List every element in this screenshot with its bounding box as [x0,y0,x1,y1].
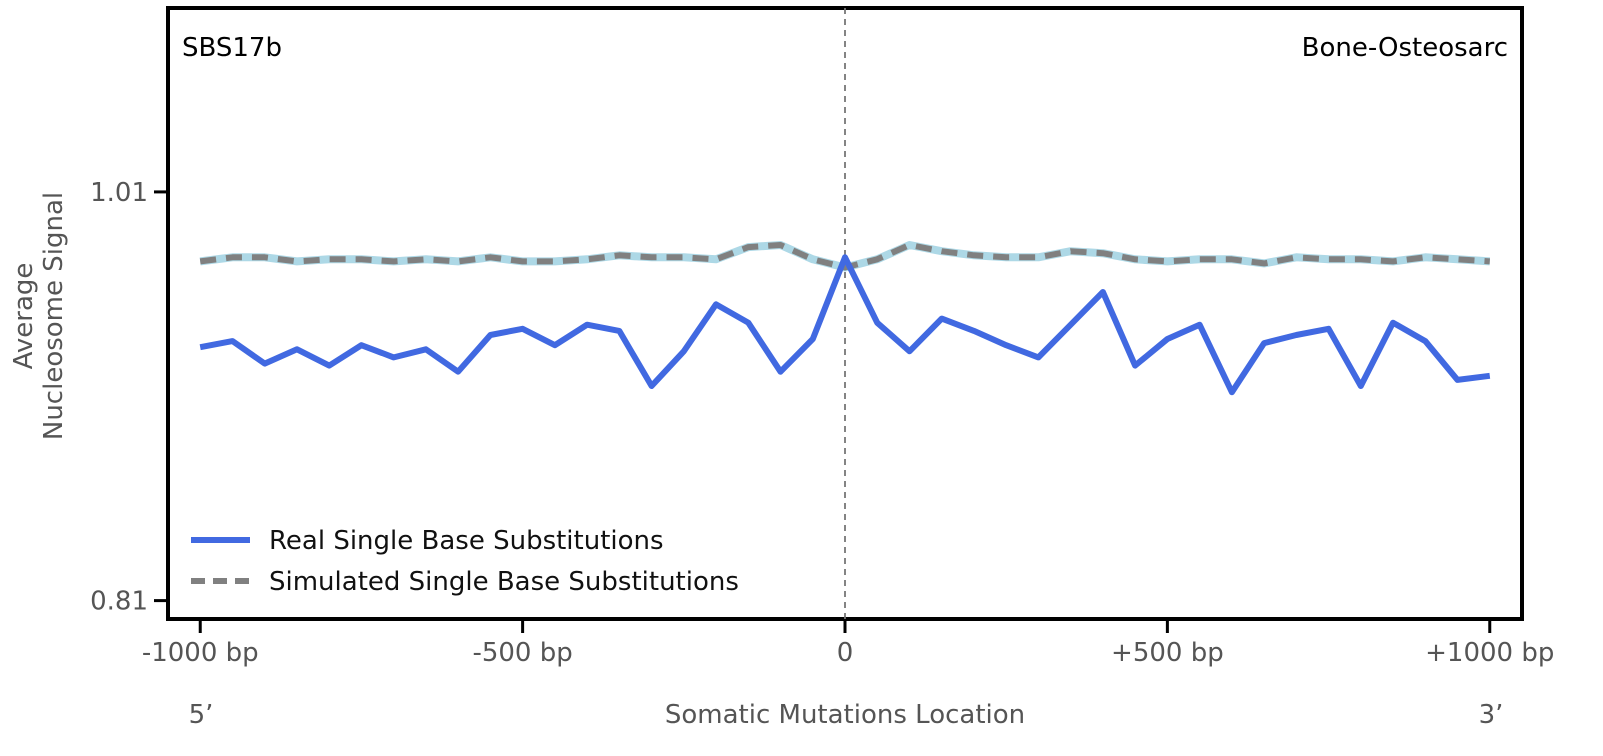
legend-real-label: Real Single Base Substitutions [269,526,664,556]
five-prime-label: 5’ [189,700,214,730]
legend-simulated-label: Simulated Single Base Substitutions [269,567,739,597]
series-layer [199,241,1491,396]
y-axis: 0.81 1.01 [90,178,168,617]
y-axis-label-line1: Average [9,263,39,370]
three-prime-label: 3’ [1479,700,1504,730]
y-tick-label: 0.81 [90,587,148,617]
x-axis-label: Somatic Mutations Location [665,700,1025,730]
x-tick-label: 0 [837,638,854,668]
real-series-line [199,254,1491,396]
signature-label: SBS17b [182,33,282,63]
legend: Real Single Base Substitutions Simulated… [191,526,739,597]
x-tick-label: +1000 bp [1425,638,1554,668]
y-tick-label: 1.01 [90,178,148,208]
x-tick-label: -500 bp [472,638,572,668]
cancer-type-label: Bone-Osteosarc [1302,33,1508,63]
simulated-series-line [199,242,1490,271]
y-axis-label-line2: Nucleosome Signal [39,192,69,440]
x-tick-label: -1000 bp [142,638,259,668]
x-axis: -1000 bp -500 bp 0 +500 bp +1000 bp [142,619,1554,668]
x-tick-label: +500 bp [1111,638,1224,668]
